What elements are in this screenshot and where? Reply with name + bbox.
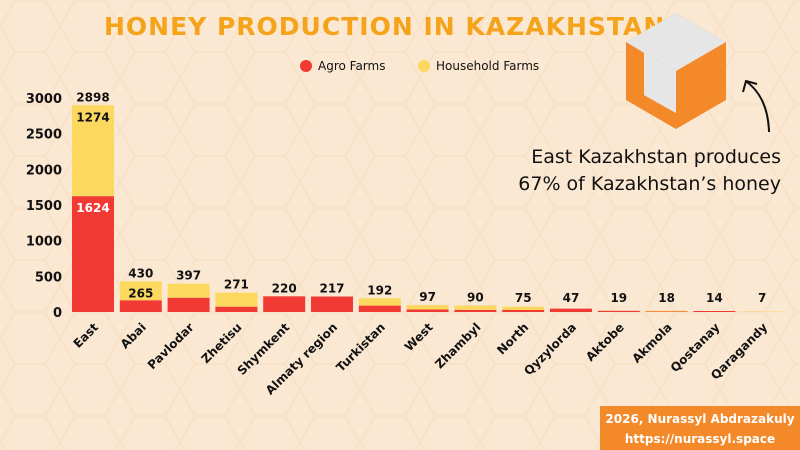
y-axis: 0 500 1000 1500 2000 2500 3000	[26, 92, 62, 321]
segment-label: 1624	[76, 201, 109, 215]
annotation-arrowhead	[742, 79, 758, 93]
bar-agro-almaty-region	[311, 296, 353, 312]
bar-agro-qyzylorda	[550, 308, 592, 312]
bar-agro-shymkent	[263, 296, 306, 312]
total-label: 90	[467, 291, 484, 305]
total-label: 18	[658, 291, 675, 305]
credit-url[interactable]: https://nurassyl.space	[624, 432, 776, 446]
bar-agro-east	[72, 196, 114, 312]
total-label: 192	[367, 283, 392, 297]
bar-agro-north	[502, 309, 545, 312]
y-tick-label: 3000	[26, 92, 62, 107]
bar-household-turkistan	[358, 298, 401, 306]
bar-household-east	[72, 105, 114, 197]
total-label: 75	[515, 291, 532, 305]
bar-household-akmola	[645, 310, 688, 312]
bar-household-zhetisu	[215, 292, 258, 307]
bar-agro-zhetisu	[215, 306, 258, 312]
bar-household-west	[406, 305, 449, 310]
bar-agro-zhambyl	[454, 309, 497, 312]
segment-label: 1274	[76, 110, 109, 124]
logo	[626, 13, 726, 129]
bar-household-abai	[119, 281, 162, 301]
total-label: 47	[563, 291, 580, 305]
segment-label: 265	[128, 286, 153, 300]
total-label: 217	[319, 282, 344, 296]
bar-household-zhambyl	[454, 305, 497, 310]
bar-household-pavlodar	[167, 283, 210, 298]
total-label: 271	[224, 278, 249, 292]
annotation-arrow	[746, 81, 770, 133]
bar-agro-west	[406, 309, 449, 312]
y-tick-label: 2500	[26, 128, 62, 143]
bars	[72, 105, 784, 312]
total-label: 19	[610, 291, 627, 305]
bar-agro-abai	[119, 300, 162, 312]
y-tick-label: 0	[53, 306, 62, 321]
credit-box: 2026, Nurassyl Abdrazakuly https://nuras…	[600, 406, 800, 450]
credit-author: 2026, Nurassyl Abdrazakuly	[605, 412, 795, 426]
bar-agro-qostanay	[693, 311, 736, 312]
legend-label-agro: Agro Farms	[318, 59, 385, 73]
legend: Agro Farms Household Farms	[300, 59, 539, 73]
cube-inner-face	[644, 53, 676, 113]
data-labels: 2898 430 397 271 220 217 192 97 90 75 47 19 18 14 7 162…	[76, 90, 766, 305]
bar-agro-turkistan	[358, 305, 401, 312]
annotation-line-1: East Kazakhstan produces	[531, 146, 781, 168]
total-label: 430	[128, 266, 153, 280]
legend-label-household: Household Farms	[436, 59, 539, 73]
annotation-line-2: 67% of Kazakhstan’s honey	[518, 173, 781, 195]
bar-agro-pavlodar	[167, 297, 210, 312]
y-tick-label: 2000	[26, 163, 62, 178]
legend-swatch-agro	[300, 60, 312, 72]
y-tick-label: 1000	[26, 235, 62, 250]
total-label: 7	[758, 291, 766, 305]
total-label: 14	[706, 291, 723, 305]
total-label: 97	[419, 290, 436, 304]
y-tick-label: 1500	[26, 199, 62, 214]
total-label: 397	[176, 269, 201, 283]
total-label: 220	[272, 281, 297, 295]
chart-title: HONEY PRODUCTION IN KAZAKHSTAN	[104, 12, 665, 41]
legend-swatch-household	[418, 60, 430, 72]
bar-agro-aktobe	[597, 310, 640, 312]
total-label: 2898	[76, 90, 109, 104]
bar-household-north	[502, 306, 545, 310]
y-tick-label: 500	[35, 270, 62, 285]
